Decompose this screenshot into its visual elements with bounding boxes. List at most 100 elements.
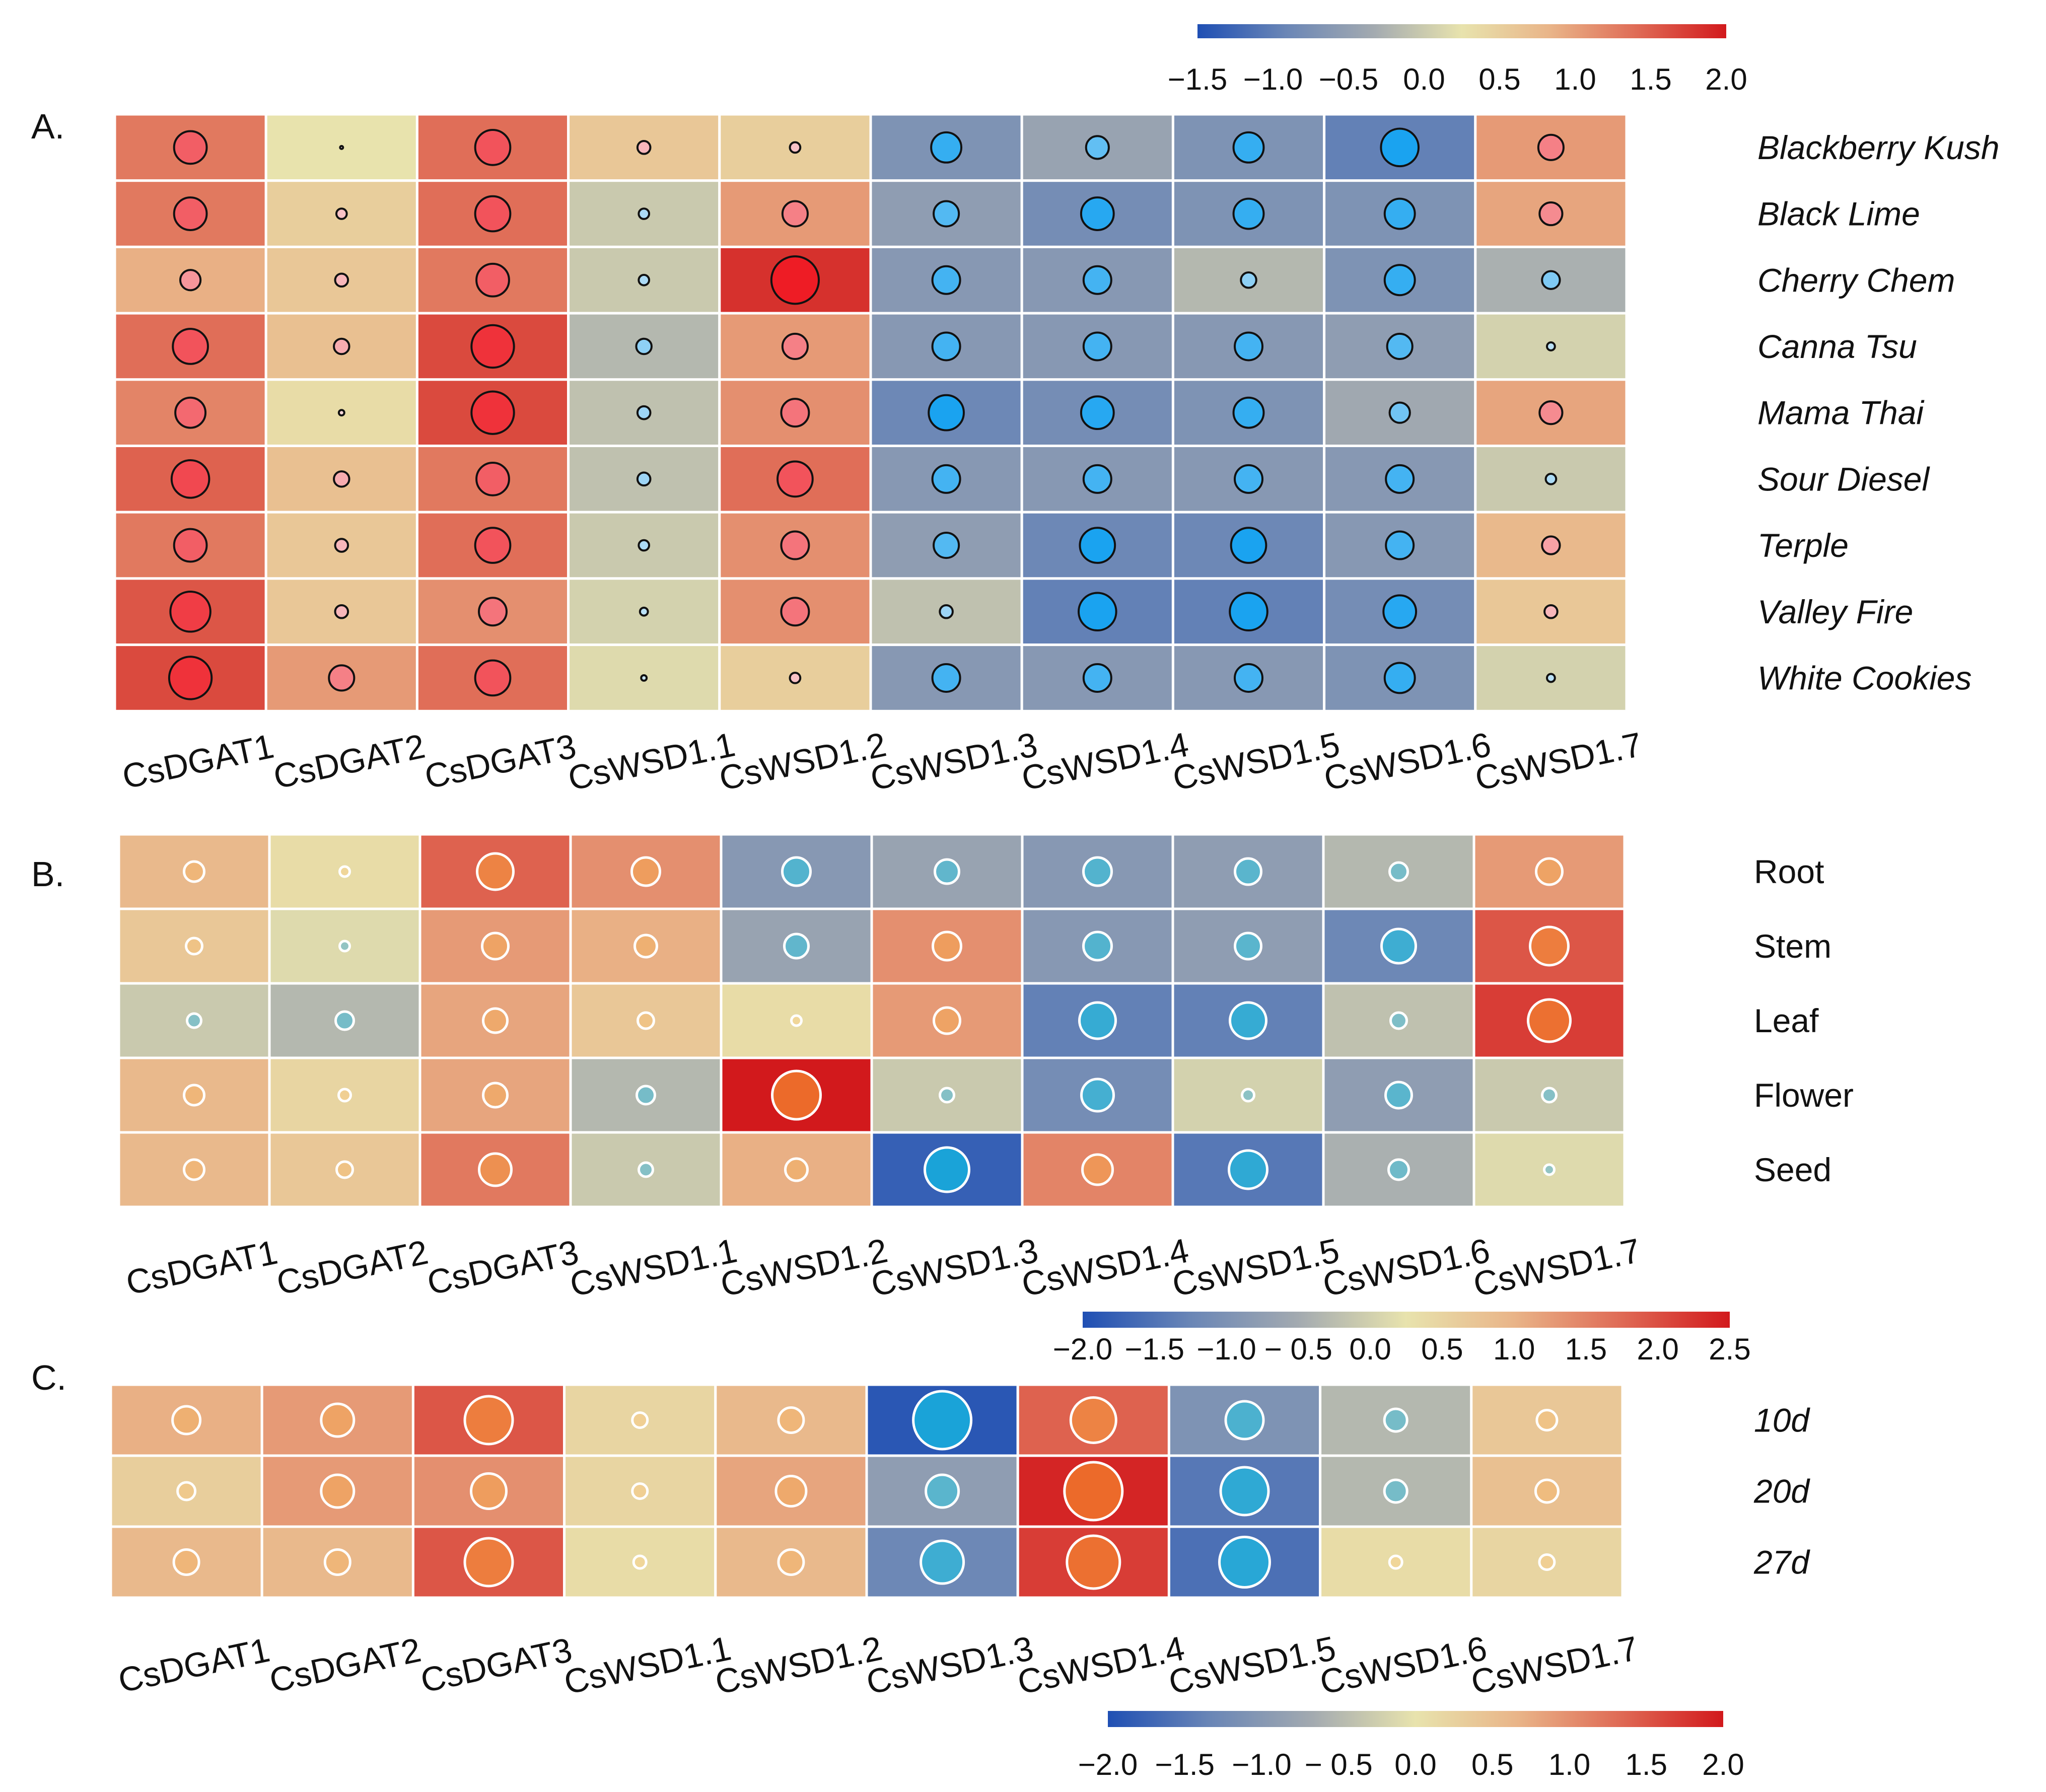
column-label: CsDGAT3 [417, 1631, 576, 1700]
column-label: CsWSD1.1 [567, 1231, 740, 1304]
value-circle [931, 464, 961, 494]
column-label: CsWSD1.4 [1018, 1231, 1192, 1304]
colorbar-tick-label: −1.5 [1125, 1332, 1184, 1366]
value-circle [333, 337, 350, 355]
value-circle [1082, 930, 1113, 962]
value-circle [1234, 331, 1263, 362]
column-label: CsDGAT3 [421, 727, 580, 797]
value-circle [920, 1539, 965, 1585]
value-circle [1529, 925, 1570, 967]
row-label: Flower [1754, 1077, 1854, 1114]
colorbar-tick-label: 0.0 [1349, 1332, 1391, 1366]
value-circle [640, 674, 648, 682]
value-circle [1538, 201, 1564, 227]
value-circle [334, 604, 349, 619]
value-circle [337, 409, 345, 417]
value-circle [636, 1085, 656, 1106]
value-circle [1385, 464, 1415, 494]
value-circle [470, 390, 515, 435]
value-circle [474, 195, 512, 233]
value-circle [1380, 127, 1420, 168]
colorbar-tick-label: −2.0 [1078, 1748, 1138, 1781]
value-circle [1229, 1001, 1267, 1040]
row-label: 27d [1753, 1544, 1810, 1581]
value-circle [1537, 133, 1565, 161]
row-label: Seed [1754, 1151, 1831, 1188]
value-circle [1541, 270, 1561, 290]
heatmap-grid-a: Blackberry Kush Black Lime Cherry Chem Cann… [113, 113, 2000, 798]
heatmap-grid-b: Root Stem Leaf Flower Seed CsDGAT1CsDGAT2CsDG… [117, 833, 1854, 1304]
value-circle [931, 331, 961, 362]
value-circle [339, 145, 344, 150]
value-circle [939, 604, 954, 619]
value-circle [924, 1146, 970, 1193]
value-circle [1534, 1478, 1560, 1504]
value-circle [1382, 594, 1418, 629]
column-label: CsWSD1.5 [1169, 725, 1343, 798]
value-circle [476, 852, 515, 891]
value-circle [1078, 592, 1117, 632]
column-label: CsWSD1.3 [867, 725, 1041, 798]
value-circle [931, 265, 961, 295]
value-circle [933, 532, 960, 559]
value-circle [169, 591, 211, 633]
value-circle [637, 1011, 655, 1030]
value-circle [1232, 197, 1265, 230]
value-circle [1543, 604, 1559, 619]
value-circle [1380, 927, 1417, 965]
colorbar-tick-label: − 0.5 [1305, 1748, 1373, 1781]
value-circle [1386, 332, 1414, 361]
value-circle [783, 933, 810, 960]
colorbar-bottom-bar [1108, 1711, 1723, 1727]
value-circle [636, 471, 652, 487]
value-circle [933, 200, 960, 228]
value-circle [932, 930, 962, 962]
value-circle [1384, 1081, 1413, 1110]
value-circle [338, 940, 351, 953]
value-circle [478, 1152, 513, 1187]
value-circle [638, 273, 651, 286]
value-circle [1383, 1407, 1408, 1433]
value-circle [172, 1548, 200, 1576]
value-circle [1538, 1553, 1556, 1571]
value-circle [1544, 473, 1558, 485]
value-circle [633, 934, 658, 959]
value-circle [777, 460, 814, 498]
value-circle [1080, 196, 1115, 231]
column-label: CsDGAT1 [119, 727, 277, 797]
colorbar-tick-label: − 0.5 [1264, 1332, 1332, 1366]
value-circle [928, 394, 965, 432]
value-circle [1383, 662, 1416, 694]
column-label: CsDGAT2 [266, 1631, 425, 1700]
value-circle [481, 931, 510, 961]
panel-label-b: B. [31, 854, 64, 894]
value-circle [172, 328, 209, 365]
value-circle [1219, 1466, 1270, 1517]
column-label: CsWSD1.4 [1014, 1629, 1188, 1701]
row-label: White Cookies [1757, 659, 1972, 696]
value-circle [1389, 1011, 1408, 1030]
value-circle [1082, 856, 1113, 887]
value-circle [1078, 1001, 1117, 1040]
value-circle [334, 1010, 355, 1031]
column-label: CsDGAT2 [270, 727, 429, 797]
value-circle [1080, 1078, 1115, 1113]
colorbar-tick-label: 0.5 [1471, 1748, 1513, 1781]
value-circle [1546, 673, 1556, 683]
column-label: CsDGAT3 [424, 1233, 582, 1303]
value-circle [328, 664, 356, 692]
colorbar-tick-label: 2.0 [1702, 1748, 1744, 1781]
value-circle [780, 398, 810, 428]
value-circle [1234, 464, 1263, 494]
row-label: Canna Tsu [1757, 328, 1917, 365]
value-circle [186, 1012, 202, 1029]
value-circle [1085, 135, 1110, 160]
value-circle [173, 130, 208, 165]
value-circle [173, 196, 208, 231]
value-circle [183, 1158, 205, 1181]
colorbar-tick-label: 2.0 [1705, 62, 1747, 96]
value-circle [771, 1069, 822, 1121]
value-circle [337, 1088, 352, 1103]
value-circle [1388, 1554, 1403, 1570]
